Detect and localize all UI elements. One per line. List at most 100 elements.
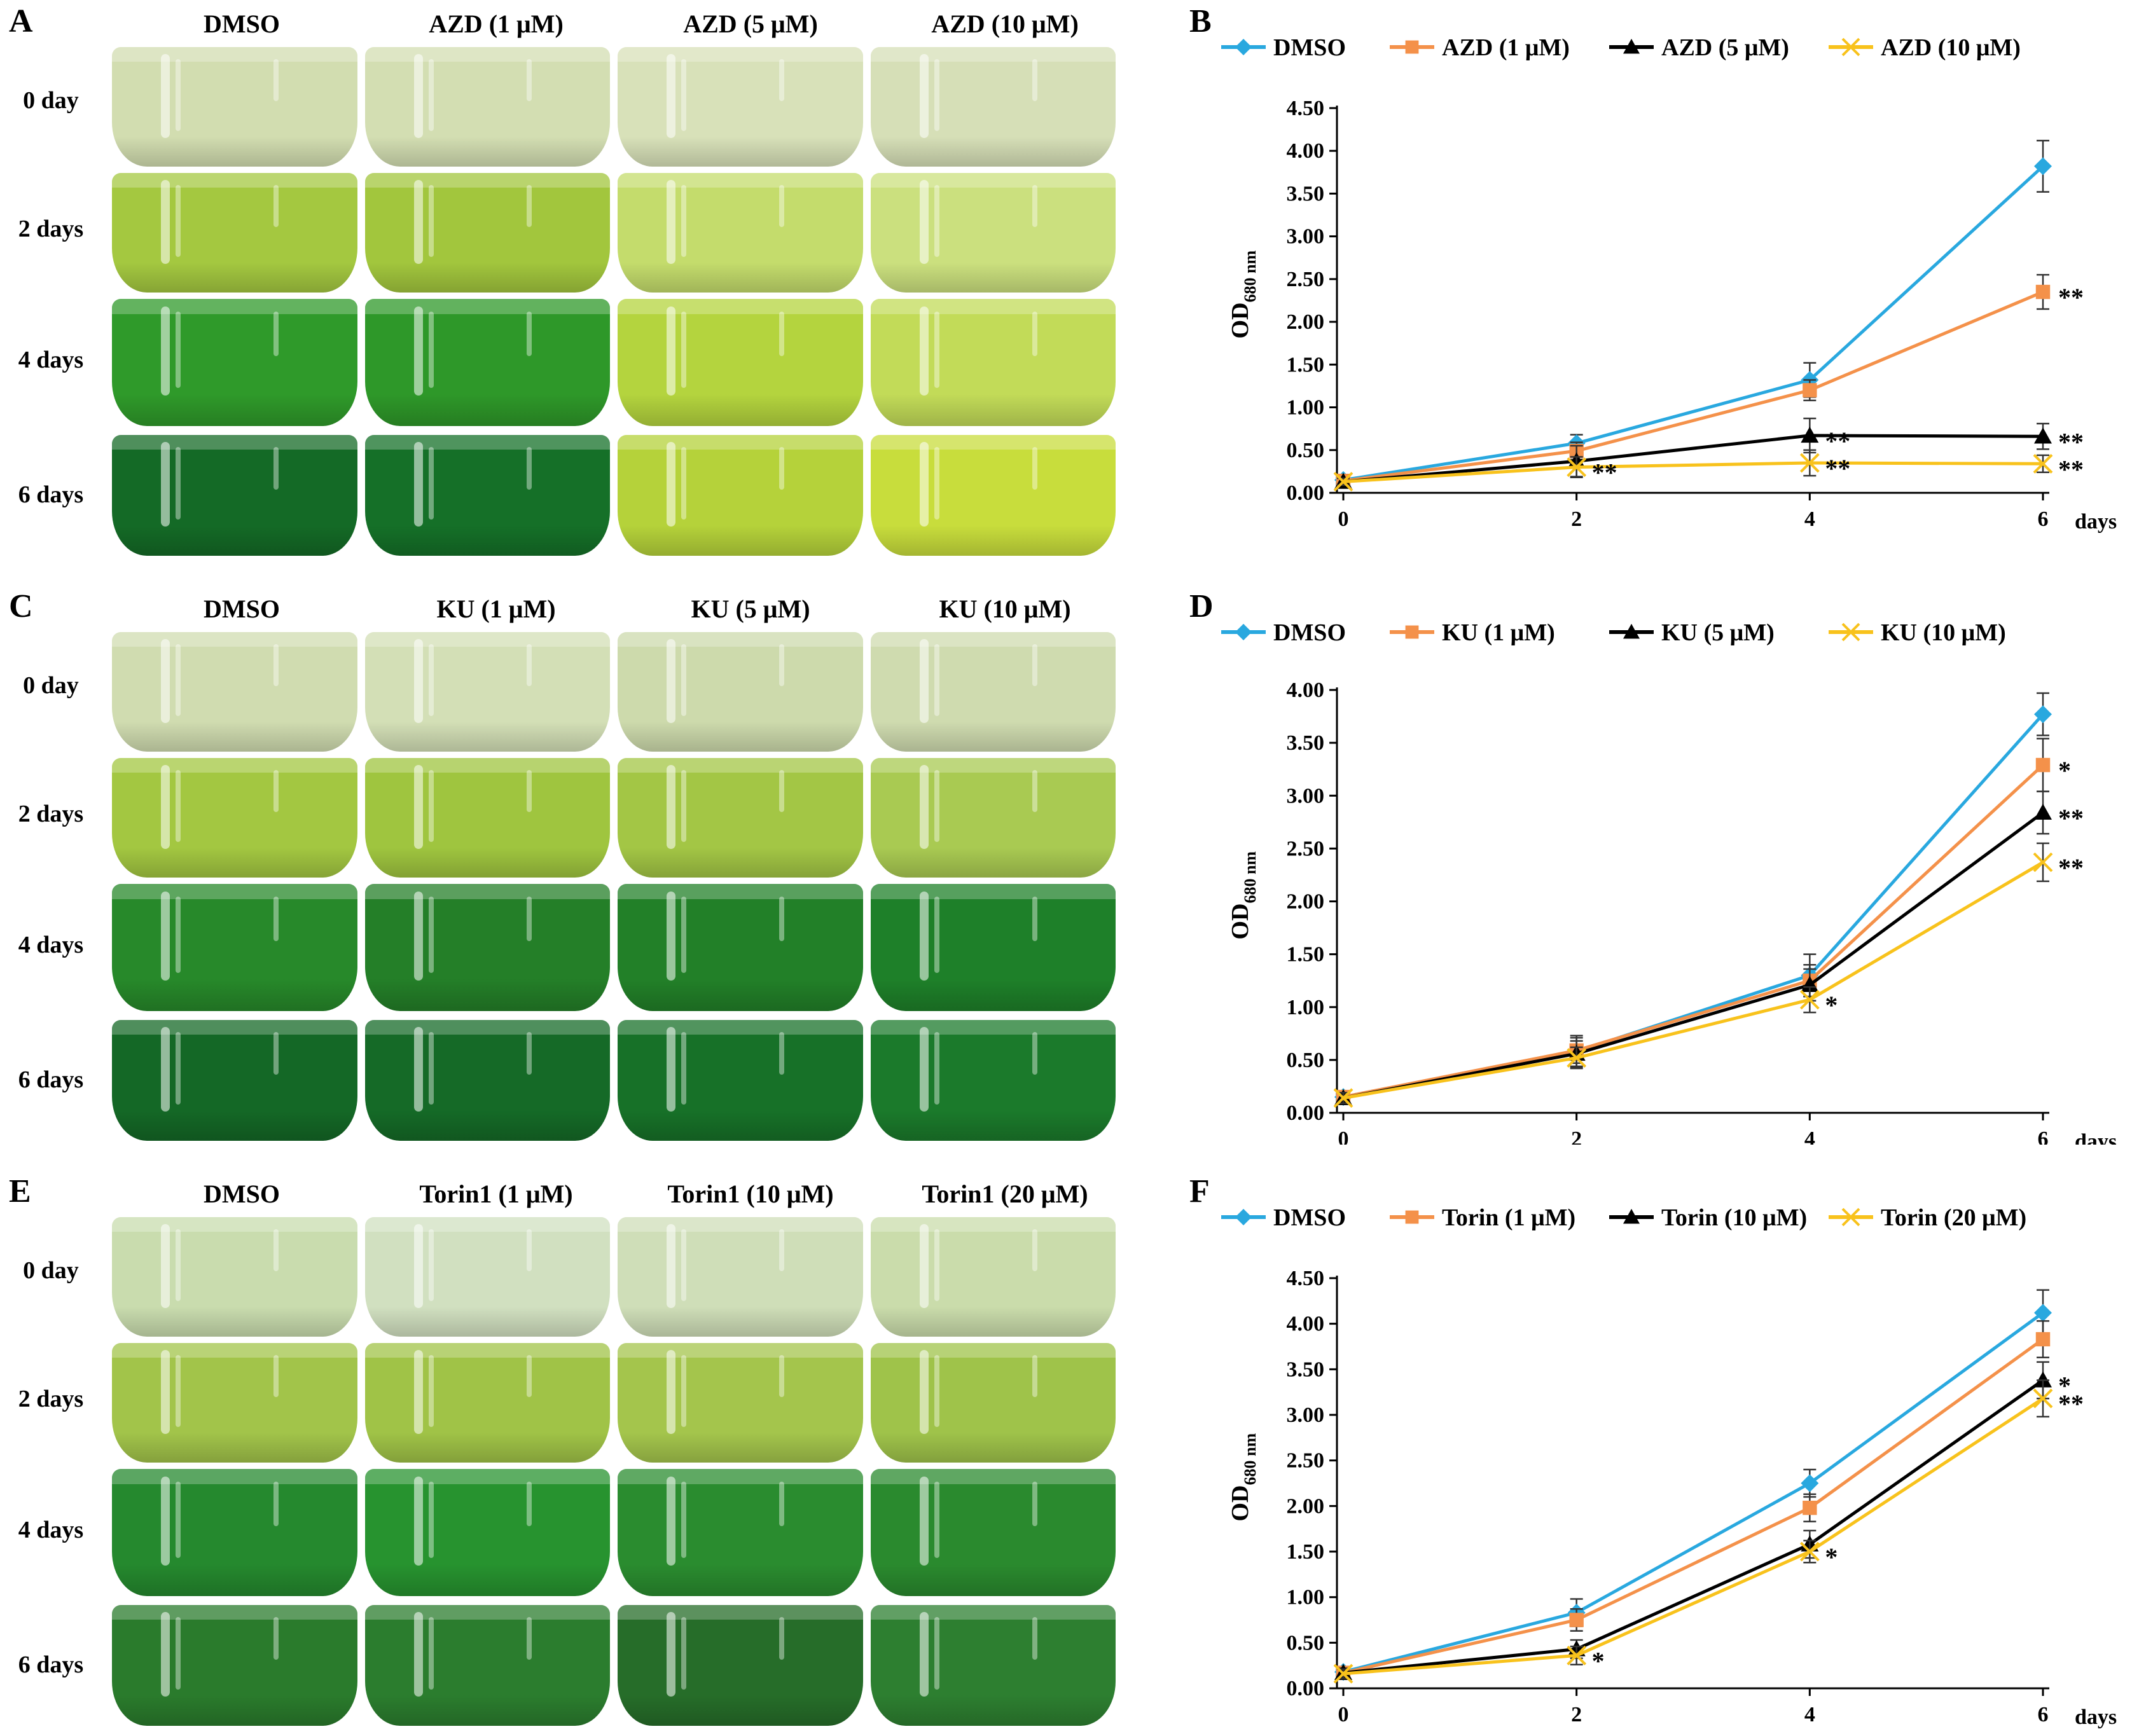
column-header: KU (1 μM) bbox=[436, 595, 556, 623]
legend-label: AZD (1 μM) bbox=[1442, 34, 1570, 61]
flask-culture bbox=[364, 884, 610, 1011]
y-tick-label: 2.00 bbox=[1287, 1494, 1325, 1518]
series-2 bbox=[1334, 417, 2052, 489]
data-point-square bbox=[2035, 284, 2051, 300]
data-point-x bbox=[1333, 1664, 1353, 1684]
photo-panel-e: E DMSO Torin1 (1 μM) Torin1 (10 μM) Tori… bbox=[0, 1170, 1126, 1730]
x-tick-label: 0 bbox=[1338, 1127, 1349, 1145]
flask-culture bbox=[618, 758, 863, 878]
y-axis-label: OD680 nm bbox=[1227, 1433, 1259, 1522]
data-point-diamond bbox=[2034, 705, 2052, 724]
flask-culture bbox=[364, 1217, 610, 1337]
series-0 bbox=[1334, 692, 2052, 1106]
data-point-square bbox=[2035, 757, 2051, 773]
photo-panel-c: C DMSO KU (1 μM) KU (5 μM) KU (10 μM) 0 … bbox=[0, 585, 1126, 1145]
data-point-x bbox=[1333, 472, 1353, 492]
x-tick-label: 6 bbox=[2038, 1703, 2049, 1726]
data-point-x bbox=[1799, 453, 1820, 473]
column-header: AZD (5 μM) bbox=[683, 10, 818, 38]
flask-culture bbox=[870, 632, 1116, 752]
y-tick-label: 4.00 bbox=[1287, 679, 1325, 702]
significance-marker: * bbox=[1825, 1543, 1838, 1571]
y-tick-label: 1.00 bbox=[1287, 996, 1325, 1019]
data-point-square bbox=[1405, 1210, 1419, 1224]
flask-culture bbox=[870, 758, 1116, 878]
significance-marker: ** bbox=[2058, 427, 2084, 456]
series-0 bbox=[1334, 1289, 2052, 1681]
y-tick-label: 0.50 bbox=[1287, 1631, 1325, 1655]
flask-row bbox=[108, 884, 1119, 1011]
y-tick-label: 0.00 bbox=[1287, 481, 1325, 505]
y-tick-label: 4.00 bbox=[1287, 139, 1325, 163]
flask-culture bbox=[364, 632, 610, 752]
y-tick-label: 1.50 bbox=[1287, 1540, 1325, 1564]
significance-marker: ** bbox=[1825, 427, 1850, 455]
data-point-diamond bbox=[2034, 1304, 2052, 1322]
flask-culture bbox=[618, 632, 863, 752]
series-line bbox=[1343, 860, 2044, 1100]
significance-marker: * bbox=[1825, 991, 1838, 1019]
panel-letter-d: D bbox=[1189, 588, 1214, 624]
data-point-square bbox=[2035, 1332, 2051, 1347]
legend-label: AZD (10 μM) bbox=[1881, 34, 2021, 61]
series-2 bbox=[1334, 790, 2052, 1105]
y-tick-label: 0.00 bbox=[1287, 1101, 1325, 1125]
significance-marker: * bbox=[2058, 1372, 2071, 1400]
y-tick-label: 4.00 bbox=[1287, 1312, 1325, 1336]
y-tick-label: 3.00 bbox=[1287, 784, 1325, 808]
chart-panel-d: D DMSO KU (1 μM) KU (5 μM) KU (10 μM) 0.00 0.… bbox=[1177, 585, 2132, 1145]
flask-row bbox=[108, 1469, 1119, 1596]
flask-row bbox=[108, 1217, 1119, 1337]
series-1 bbox=[1336, 273, 2051, 488]
y-tick-label: 1.50 bbox=[1287, 943, 1325, 967]
flask-culture bbox=[618, 884, 863, 1011]
data-point-square bbox=[1803, 383, 1817, 397]
row-label: 6 days bbox=[18, 481, 84, 508]
legend-label: DMSO bbox=[1273, 1204, 1346, 1231]
data-point-triangle bbox=[2034, 1371, 2052, 1388]
series-line bbox=[1343, 764, 2044, 1099]
flask-culture bbox=[112, 299, 357, 426]
column-header: KU (10 μM) bbox=[939, 595, 1071, 623]
flask-culture bbox=[112, 632, 357, 752]
data-point-x bbox=[1841, 38, 1860, 57]
flask-culture bbox=[870, 1020, 1116, 1141]
flask-culture bbox=[112, 1217, 357, 1337]
x-tick-label: 2 bbox=[1571, 507, 1582, 531]
series-line bbox=[1343, 434, 2044, 484]
flask-culture bbox=[618, 173, 863, 293]
flask-culture bbox=[364, 435, 610, 556]
data-point-x bbox=[1841, 1208, 1860, 1227]
legend-label: Torin (1 μM) bbox=[1442, 1204, 1575, 1231]
significance-marker: ** bbox=[1592, 458, 1617, 487]
flask-culture bbox=[112, 884, 357, 1011]
chart-panel-b: B DMSO AZD (1 μM) AZD (5 μM) AZD (10 μM) 0.0… bbox=[1177, 0, 2132, 560]
flask-culture bbox=[870, 173, 1116, 293]
row-label: 6 days bbox=[18, 1066, 84, 1093]
chart-panel-f: F DMSO Torin (1 μM) Torin (10 μM) Torin (20… bbox=[1177, 1170, 2132, 1730]
x-axis-label: days bbox=[2075, 1130, 2117, 1145]
flask-culture bbox=[364, 1605, 610, 1726]
series-line bbox=[1343, 165, 2044, 482]
significance-marker: ** bbox=[2058, 1389, 2084, 1418]
flask-culture bbox=[364, 47, 610, 167]
panel-letter-c: C bbox=[9, 588, 33, 624]
y-axis-label: OD680 nm bbox=[1227, 251, 1259, 339]
flask-culture bbox=[364, 758, 610, 878]
x-tick-label: 4 bbox=[1804, 1703, 1815, 1726]
y-tick-label: 1.50 bbox=[1287, 353, 1325, 376]
data-point-x bbox=[2033, 1388, 2053, 1409]
series-line bbox=[1343, 1311, 2044, 1674]
flask-culture bbox=[364, 299, 610, 426]
flask-culture bbox=[112, 1020, 357, 1141]
data-point-x bbox=[1841, 623, 1860, 642]
data-point-triangle bbox=[1801, 426, 1819, 443]
y-tick-label: 2.50 bbox=[1287, 837, 1325, 860]
data-point-triangle bbox=[2034, 803, 2052, 820]
flask-culture bbox=[870, 1343, 1116, 1463]
flask-row bbox=[108, 299, 1119, 426]
y-tick-label: 0.50 bbox=[1287, 1049, 1325, 1072]
flask-culture bbox=[112, 1469, 357, 1596]
flask-culture bbox=[870, 884, 1116, 1011]
